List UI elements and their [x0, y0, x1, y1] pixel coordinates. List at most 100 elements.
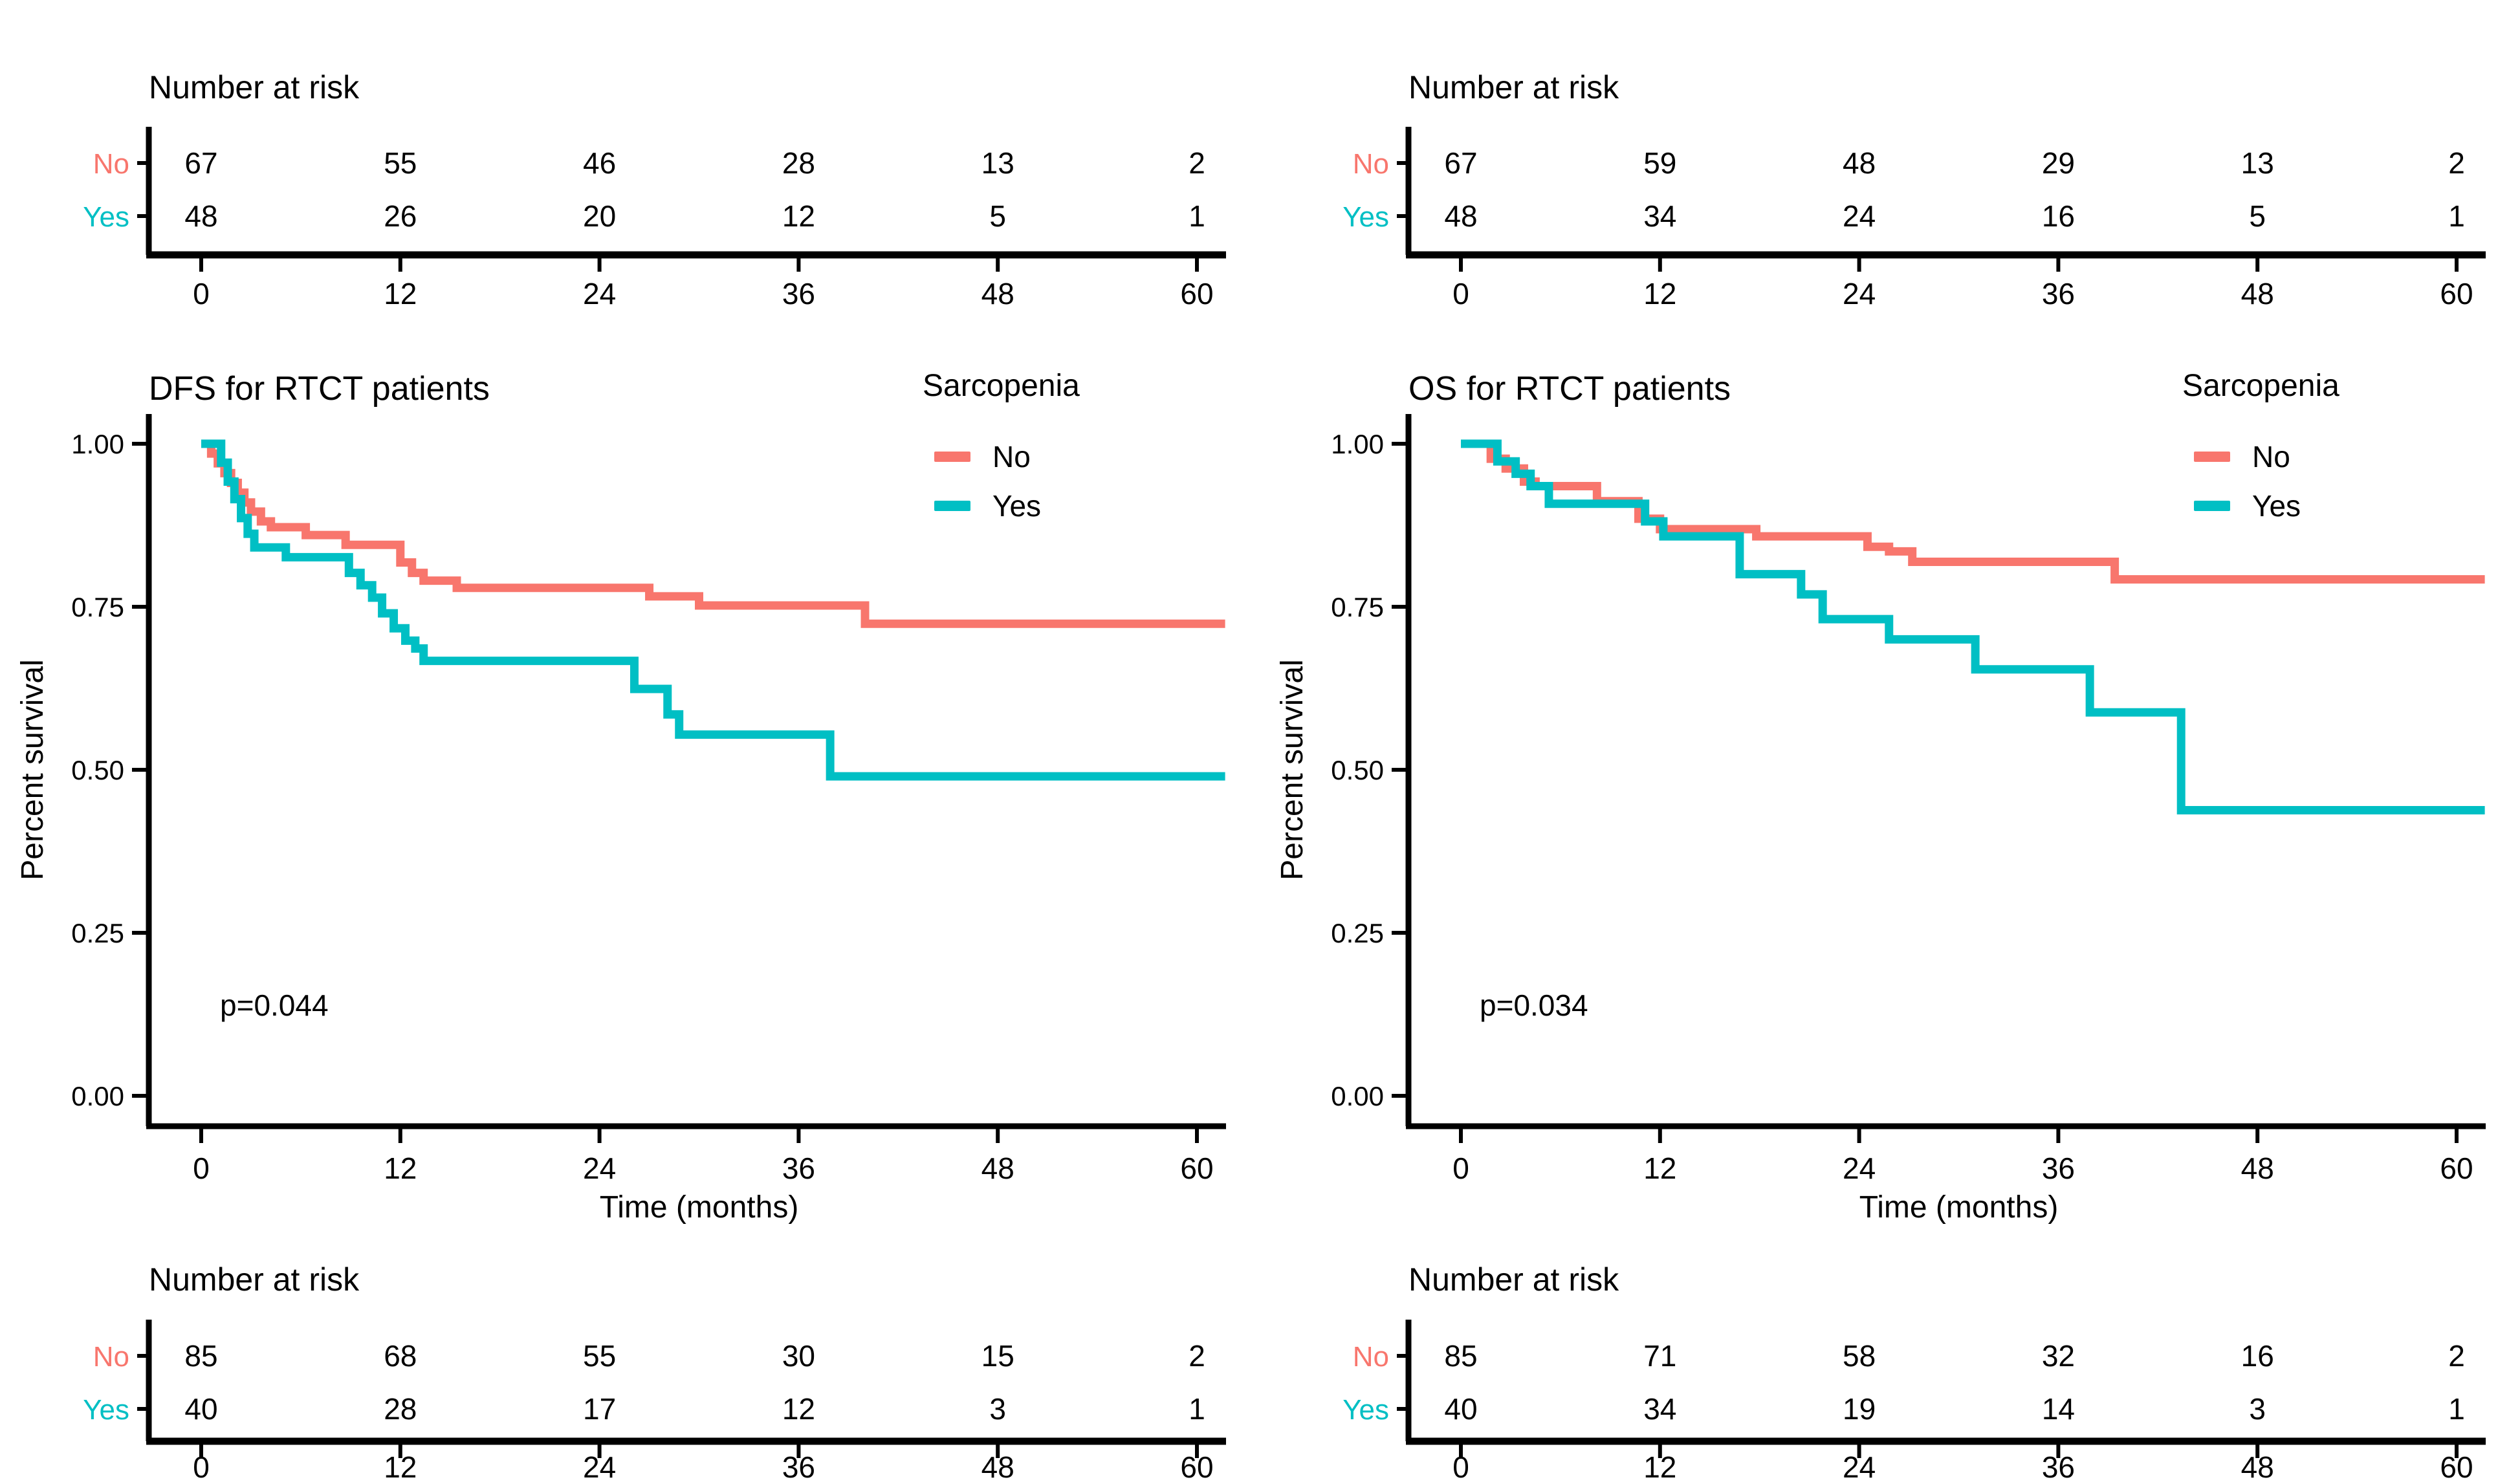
risk-value-bottom-dfs: 30 — [782, 1339, 815, 1373]
risk-table-x-tick-label-bottom-dfs: 24 — [583, 1450, 616, 1482]
legend-label-no-dfs: No — [992, 440, 1031, 474]
risk-value-top-dfs: 28 — [782, 146, 815, 180]
p-value-label-dfs: p=0.044 — [220, 988, 329, 1022]
y-tick-label-os: 0.25 — [1331, 918, 1384, 948]
risk-row-label-yes-top-os: Yes — [1342, 201, 1389, 233]
p-value-label-os: p=0.034 — [1480, 988, 1588, 1022]
risk-value-bottom-os: 16 — [2241, 1339, 2274, 1373]
risk-table-x-tick-label-bottom-os: 36 — [2042, 1450, 2075, 1482]
risk-value-bottom-dfs: 15 — [981, 1339, 1014, 1373]
legend-label-yes-os: Yes — [2252, 489, 2301, 523]
risk-value-top-dfs: 2 — [1189, 146, 1205, 180]
x-tick-label-dfs: 36 — [782, 1151, 815, 1185]
x-tick-label-os: 24 — [1843, 1151, 1876, 1185]
x-tick-label-os: 0 — [1452, 1151, 1469, 1185]
risk-value-top-dfs: 26 — [384, 199, 417, 233]
x-tick-label-dfs: 12 — [384, 1151, 417, 1185]
risk-value-top-os: 29 — [2042, 146, 2075, 180]
x-axis-title-dfs: Time (months) — [600, 1190, 799, 1225]
risk-value-bottom-os: 85 — [1444, 1339, 1477, 1373]
risk-value-top-os: 2 — [2448, 146, 2465, 180]
risk-value-top-dfs: 46 — [583, 146, 616, 180]
risk-table-x-tick-label-top-os: 24 — [1843, 277, 1876, 311]
risk-table-title-bottom-os: Number at risk — [1408, 1261, 1619, 1298]
risk-table-x-tick-label-bottom-os: 24 — [1843, 1450, 1876, 1482]
risk-value-bottom-os: 71 — [1643, 1339, 1676, 1373]
risk-table-x-tick-label-bottom-os: 0 — [1452, 1450, 1469, 1482]
x-tick-label-os: 60 — [2440, 1151, 2473, 1185]
risk-value-bottom-dfs: 1 — [1189, 1392, 1205, 1426]
risk-value-top-dfs: 13 — [981, 146, 1014, 180]
risk-table-x-tick-label-top-dfs: 0 — [193, 277, 210, 311]
risk-value-bottom-os: 34 — [1643, 1392, 1676, 1426]
y-tick-label-dfs: 1.00 — [71, 429, 124, 459]
y-tick-label-dfs: 0.00 — [71, 1081, 124, 1111]
risk-row-label-yes-bottom-os: Yes — [1342, 1394, 1389, 1426]
risk-value-bottom-os: 3 — [2249, 1392, 2266, 1426]
x-tick-label-dfs: 24 — [583, 1151, 616, 1185]
risk-row-label-yes-top-dfs: Yes — [83, 201, 129, 233]
risk-row-label-no-bottom-os: No — [1353, 1341, 1389, 1373]
risk-table-x-tick-label-top-dfs: 48 — [981, 277, 1014, 311]
risk-value-top-os: 5 — [2249, 199, 2266, 233]
x-tick-label-os: 48 — [2241, 1151, 2274, 1185]
plot-title-dfs: DFS for RTCT patients — [149, 370, 490, 408]
risk-table-x-tick-label-bottom-os: 60 — [2440, 1450, 2473, 1482]
risk-value-bottom-dfs: 28 — [384, 1392, 417, 1426]
risk-table-x-tick-label-top-os: 48 — [2241, 277, 2274, 311]
risk-value-top-os: 59 — [1643, 146, 1676, 180]
risk-value-bottom-dfs: 40 — [184, 1392, 217, 1426]
risk-value-bottom-dfs: 12 — [782, 1392, 815, 1426]
risk-value-bottom-dfs: 17 — [583, 1392, 616, 1426]
risk-table-x-tick-label-top-os: 36 — [2042, 277, 2075, 311]
risk-table-x-tick-label-top-dfs: 36 — [782, 277, 815, 311]
y-axis-title-dfs: Percent survival — [16, 659, 50, 880]
risk-value-bottom-os: 2 — [2448, 1339, 2465, 1373]
legend-swatch-yes-os — [2194, 501, 2230, 511]
y-tick-label-os: 0.00 — [1331, 1081, 1384, 1111]
risk-table-title-bottom-dfs: Number at risk — [149, 1261, 360, 1298]
risk-value-top-dfs: 1 — [1189, 199, 1205, 233]
risk-table-x-tick-label-bottom-dfs: 36 — [782, 1450, 815, 1482]
risk-table-x-tick-label-top-os: 0 — [1452, 277, 1469, 311]
risk-table-x-tick-label-top-os: 60 — [2440, 277, 2473, 311]
risk-value-bottom-dfs: 55 — [583, 1339, 616, 1373]
risk-table-x-tick-label-bottom-os: 12 — [1643, 1450, 1676, 1482]
legend-swatch-yes-dfs — [934, 501, 970, 511]
risk-table-x-tick-label-top-dfs: 24 — [583, 277, 616, 311]
risk-value-top-os: 13 — [2241, 146, 2274, 180]
risk-row-label-no-bottom-dfs: No — [93, 1341, 129, 1373]
risk-value-bottom-os: 19 — [1843, 1392, 1876, 1426]
risk-table-x-tick-label-bottom-os: 48 — [2241, 1450, 2274, 1482]
x-tick-label-dfs: 0 — [193, 1151, 210, 1185]
risk-table-x-tick-label-top-os: 12 — [1643, 277, 1676, 311]
y-tick-label-os: 1.00 — [1331, 429, 1384, 459]
risk-value-top-dfs: 12 — [782, 199, 815, 233]
risk-value-top-os: 24 — [1843, 199, 1876, 233]
x-tick-label-os: 12 — [1643, 1151, 1676, 1185]
risk-row-label-no-top-os: No — [1353, 148, 1389, 180]
risk-value-bottom-os: 40 — [1444, 1392, 1477, 1426]
risk-value-top-dfs: 20 — [583, 199, 616, 233]
risk-value-top-dfs: 48 — [184, 199, 217, 233]
legend-title-dfs: Sarcopenia — [923, 369, 1080, 403]
x-tick-label-os: 36 — [2042, 1151, 2075, 1185]
risk-table-title-top-os: Number at risk — [1408, 69, 1619, 105]
plot-title-os: OS for RTCT patients — [1408, 370, 1731, 408]
km-curve-no-dfs — [201, 439, 1225, 628]
risk-value-top-os: 1 — [2448, 199, 2465, 233]
x-axis-title-os: Time (months) — [1859, 1190, 2059, 1225]
y-tick-label-dfs: 0.75 — [71, 592, 124, 622]
y-tick-label-os: 0.75 — [1331, 592, 1384, 622]
risk-value-bottom-dfs: 68 — [384, 1339, 417, 1373]
y-tick-label-dfs: 0.50 — [71, 755, 124, 785]
legend-title-os: Sarcopenia — [2182, 369, 2339, 403]
legend-label-no-os: No — [2252, 440, 2290, 474]
risk-value-bottom-os: 1 — [2448, 1392, 2465, 1426]
km-curve-yes-dfs — [201, 439, 1225, 781]
risk-row-label-yes-bottom-dfs: Yes — [83, 1394, 129, 1426]
risk-value-top-os: 48 — [1444, 199, 1477, 233]
risk-value-bottom-os: 58 — [1843, 1339, 1876, 1373]
